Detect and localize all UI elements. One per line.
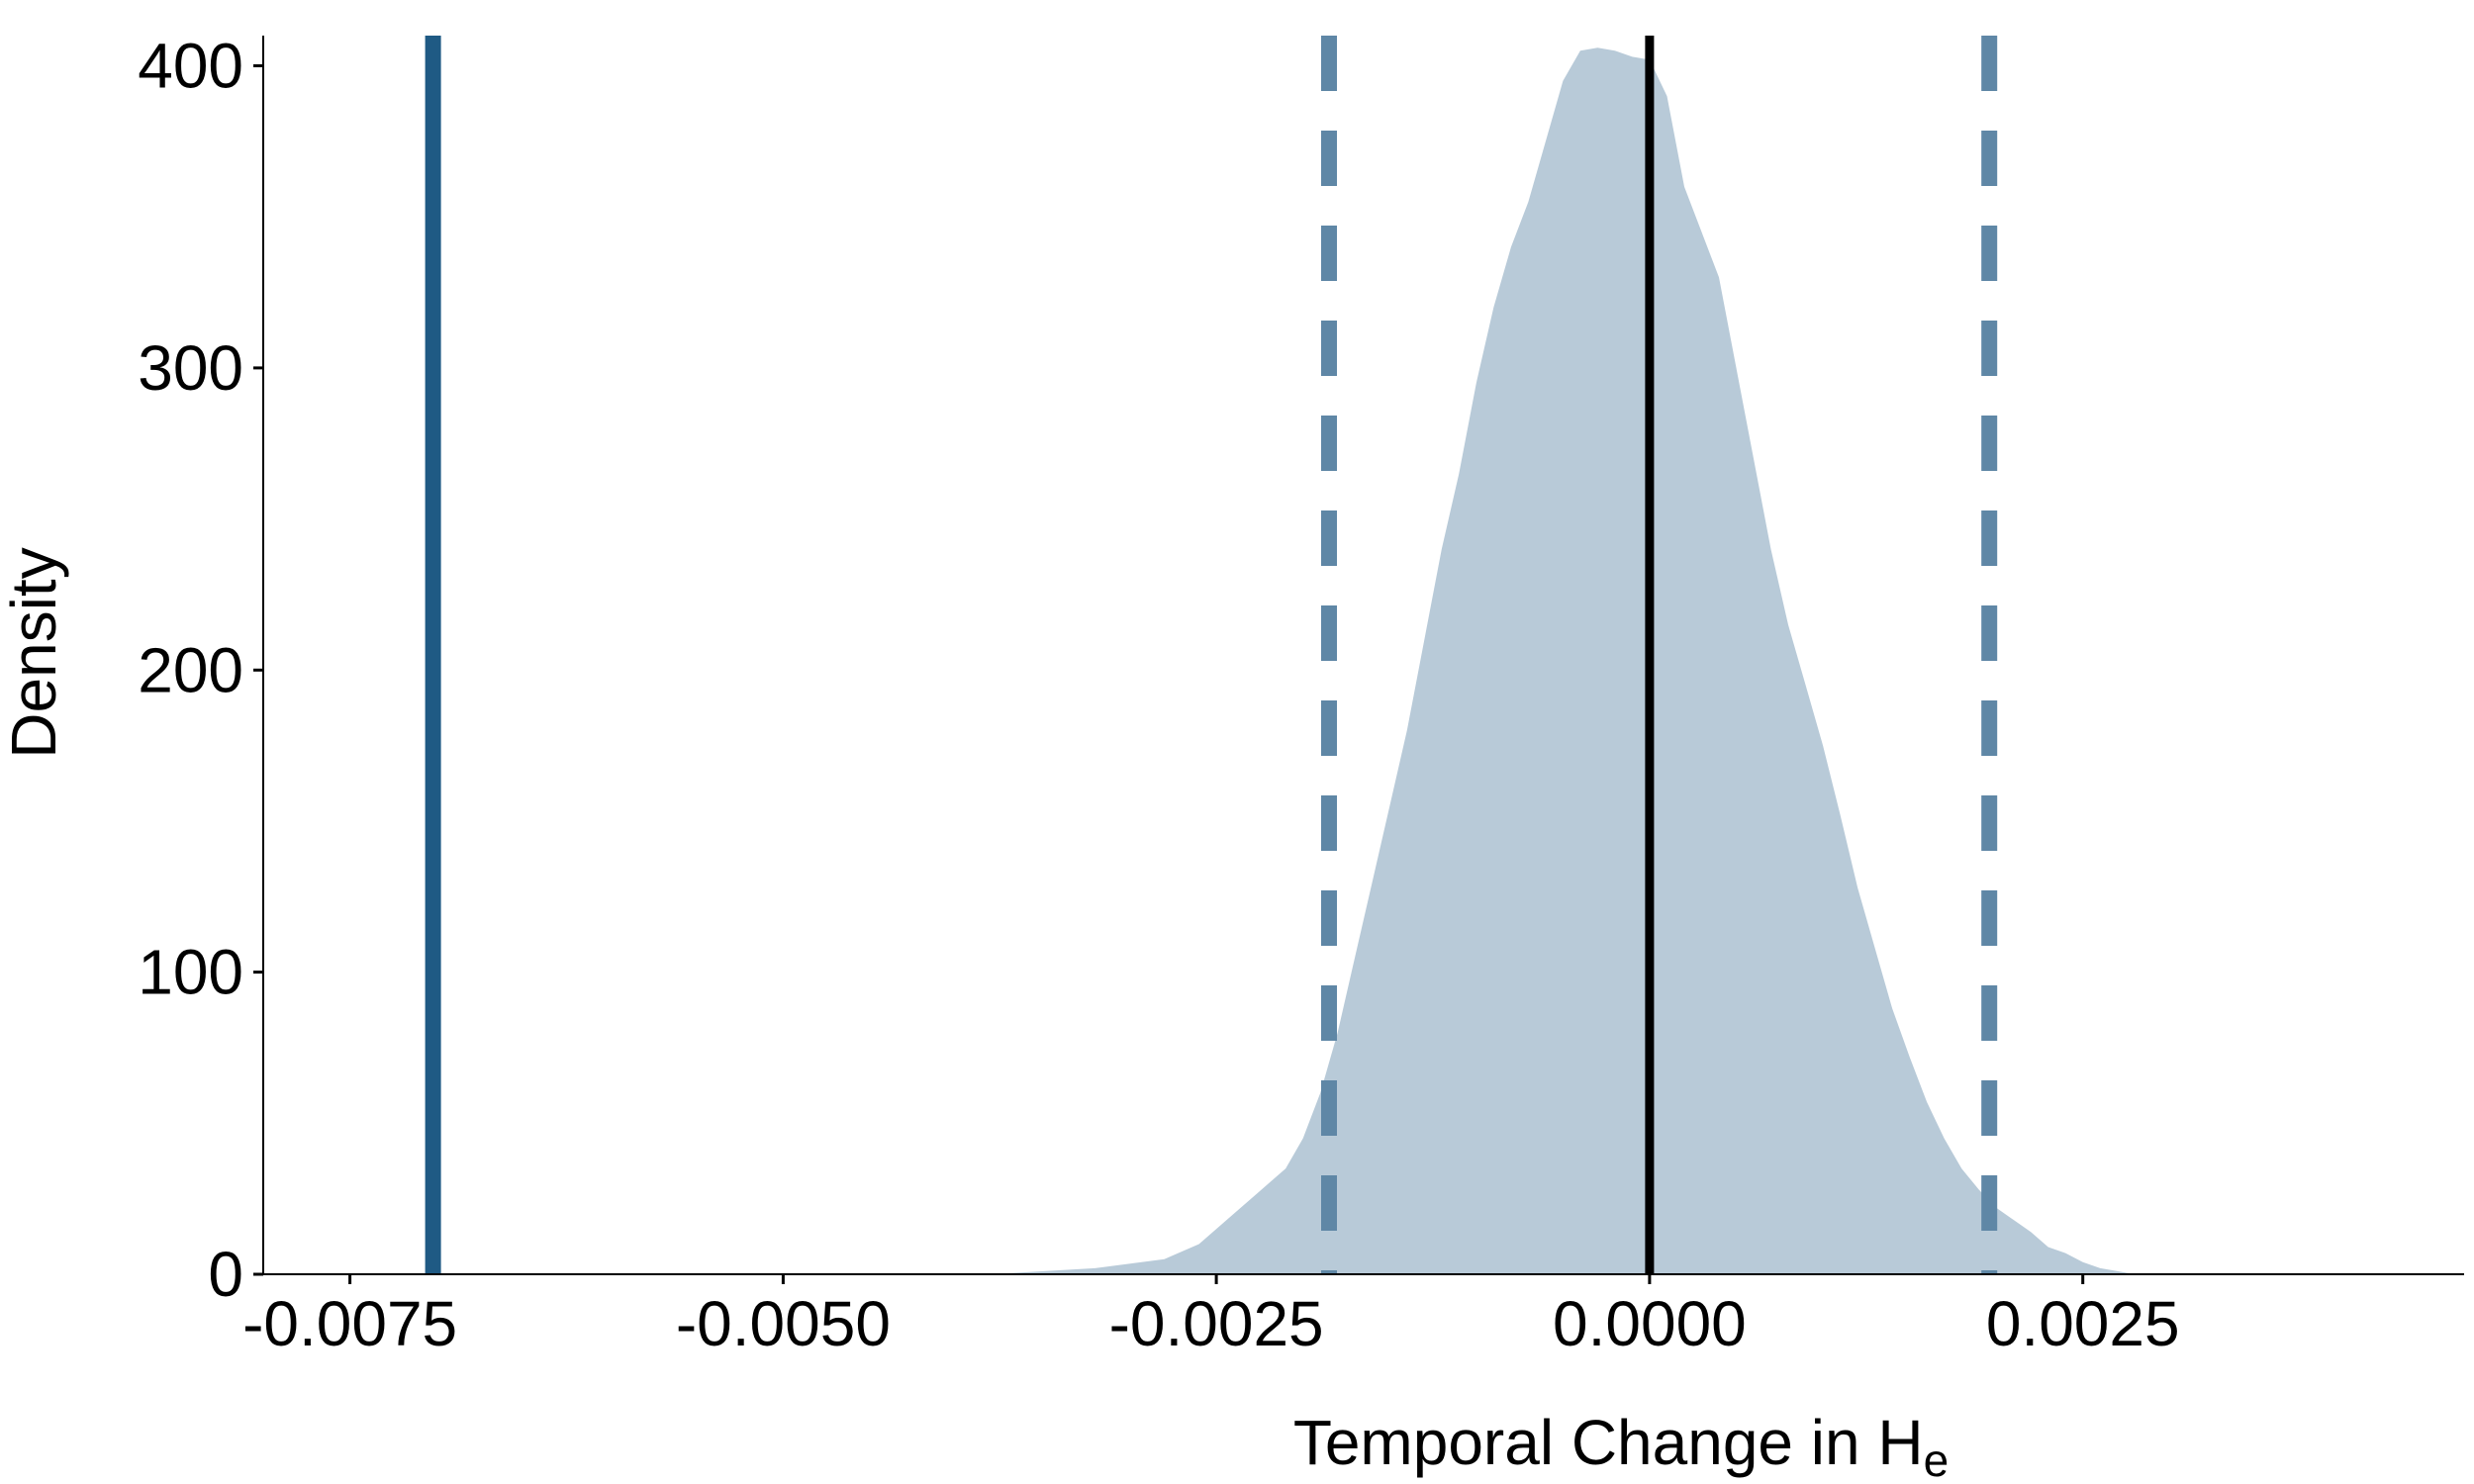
density-area (991, 47, 2378, 1275)
x-tick-label: -0.0050 (676, 1288, 891, 1359)
x-tick-label: 0.0025 (1986, 1288, 2180, 1359)
x-axis-ticks: -0.0075 -0.0050 -0.0025 0.0000 0.0025 (242, 1274, 2180, 1359)
x-tick-label: -0.0075 (242, 1288, 457, 1359)
plot-area: -0.0075 -0.0050 -0.0025 0.0000 0.0025 0 100 20… (138, 31, 2464, 1359)
y-tick-label: 0 (208, 1239, 243, 1310)
x-axis-title-subscript: e (1924, 1435, 1950, 1484)
y-axis-ticks: 0 100 200 300 400 (138, 31, 263, 1310)
y-axis-title: Density (0, 547, 69, 758)
y-tick-label: 400 (138, 31, 243, 102)
y-tick-label: 100 (138, 937, 243, 1008)
y-tick-label: 300 (138, 332, 243, 404)
reference-lines (425, 36, 1998, 1274)
x-axis-title: Temporal Change in He (1293, 1407, 1949, 1484)
x-tick-label: 0.0000 (1553, 1288, 1747, 1359)
x-tick-label: -0.0025 (1109, 1288, 1324, 1359)
y-tick-label: 200 (138, 634, 243, 705)
x-axis-title-main: Temporal Change in H (1293, 1407, 1924, 1478)
